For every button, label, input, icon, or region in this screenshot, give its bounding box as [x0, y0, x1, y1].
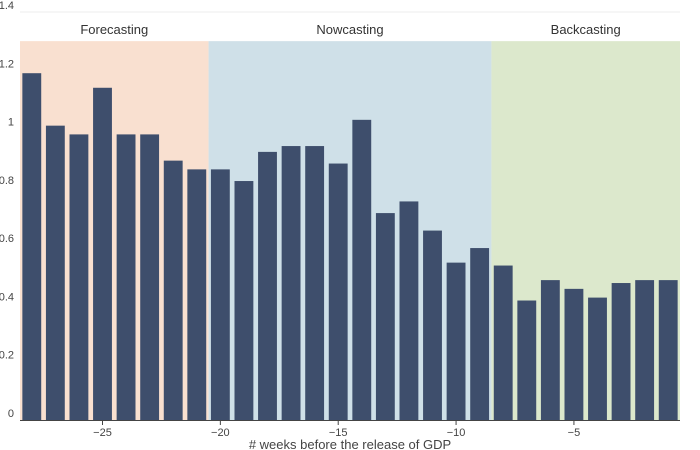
- y-tick-label: 0.2: [0, 350, 14, 362]
- y-tick-label: 0.8: [0, 175, 14, 187]
- bar: [470, 248, 490, 420]
- bar: [69, 134, 89, 420]
- y-tick-label: 0: [8, 408, 14, 420]
- bar: [210, 169, 230, 420]
- bar: [187, 169, 207, 420]
- bar: [564, 288, 584, 420]
- axes: [20, 420, 680, 425]
- bar: [517, 300, 537, 420]
- region-label-nowcasting: Nowcasting: [316, 22, 383, 37]
- region-nowcasting-band: [208, 41, 492, 421]
- bar: [116, 134, 136, 420]
- y-tick-label: 1.4: [0, 0, 14, 12]
- bar: [140, 134, 160, 420]
- bar: [375, 213, 395, 420]
- bar: [423, 230, 442, 420]
- bar: [493, 265, 513, 420]
- x-axis-title: # weeks before the release of GDP: [249, 437, 451, 450]
- bar: [588, 297, 607, 420]
- bar: [281, 146, 301, 421]
- bar: [446, 262, 466, 420]
- bar: [658, 280, 678, 420]
- bar: [234, 181, 254, 420]
- bar: [93, 87, 112, 421]
- bar: [45, 125, 65, 421]
- y-tick-label: 1: [8, 117, 14, 129]
- x-tick-label: −5: [568, 427, 581, 439]
- y-tick-label: 1.2: [0, 58, 14, 70]
- bar: [540, 280, 560, 420]
- bar: [399, 201, 419, 420]
- bar: [635, 280, 655, 420]
- x-tick-label: −15: [329, 427, 348, 439]
- bar: [305, 146, 325, 421]
- y-tick-label: 0.6: [0, 233, 14, 245]
- bar: [258, 151, 277, 420]
- x-tick-label: −20: [211, 427, 230, 439]
- bar: [22, 73, 42, 420]
- bars: [22, 73, 678, 421]
- region-label-forecasting: Forecasting: [80, 22, 148, 37]
- bar: [611, 283, 631, 420]
- region-label-backcasting: Backcasting: [551, 22, 621, 37]
- x-tick-label: −10: [447, 427, 466, 439]
- labels: 0 0.2 0.4 0.6 0.8 1 1.2 1.4 Forecasting Nowcastin…: [0, 0, 621, 450]
- x-tick-label: −25: [93, 427, 112, 439]
- bar: [352, 119, 372, 420]
- bar: [163, 160, 183, 420]
- regions: [20, 41, 680, 421]
- y-tick-label: 0.4: [0, 291, 14, 303]
- bar: [328, 163, 348, 421]
